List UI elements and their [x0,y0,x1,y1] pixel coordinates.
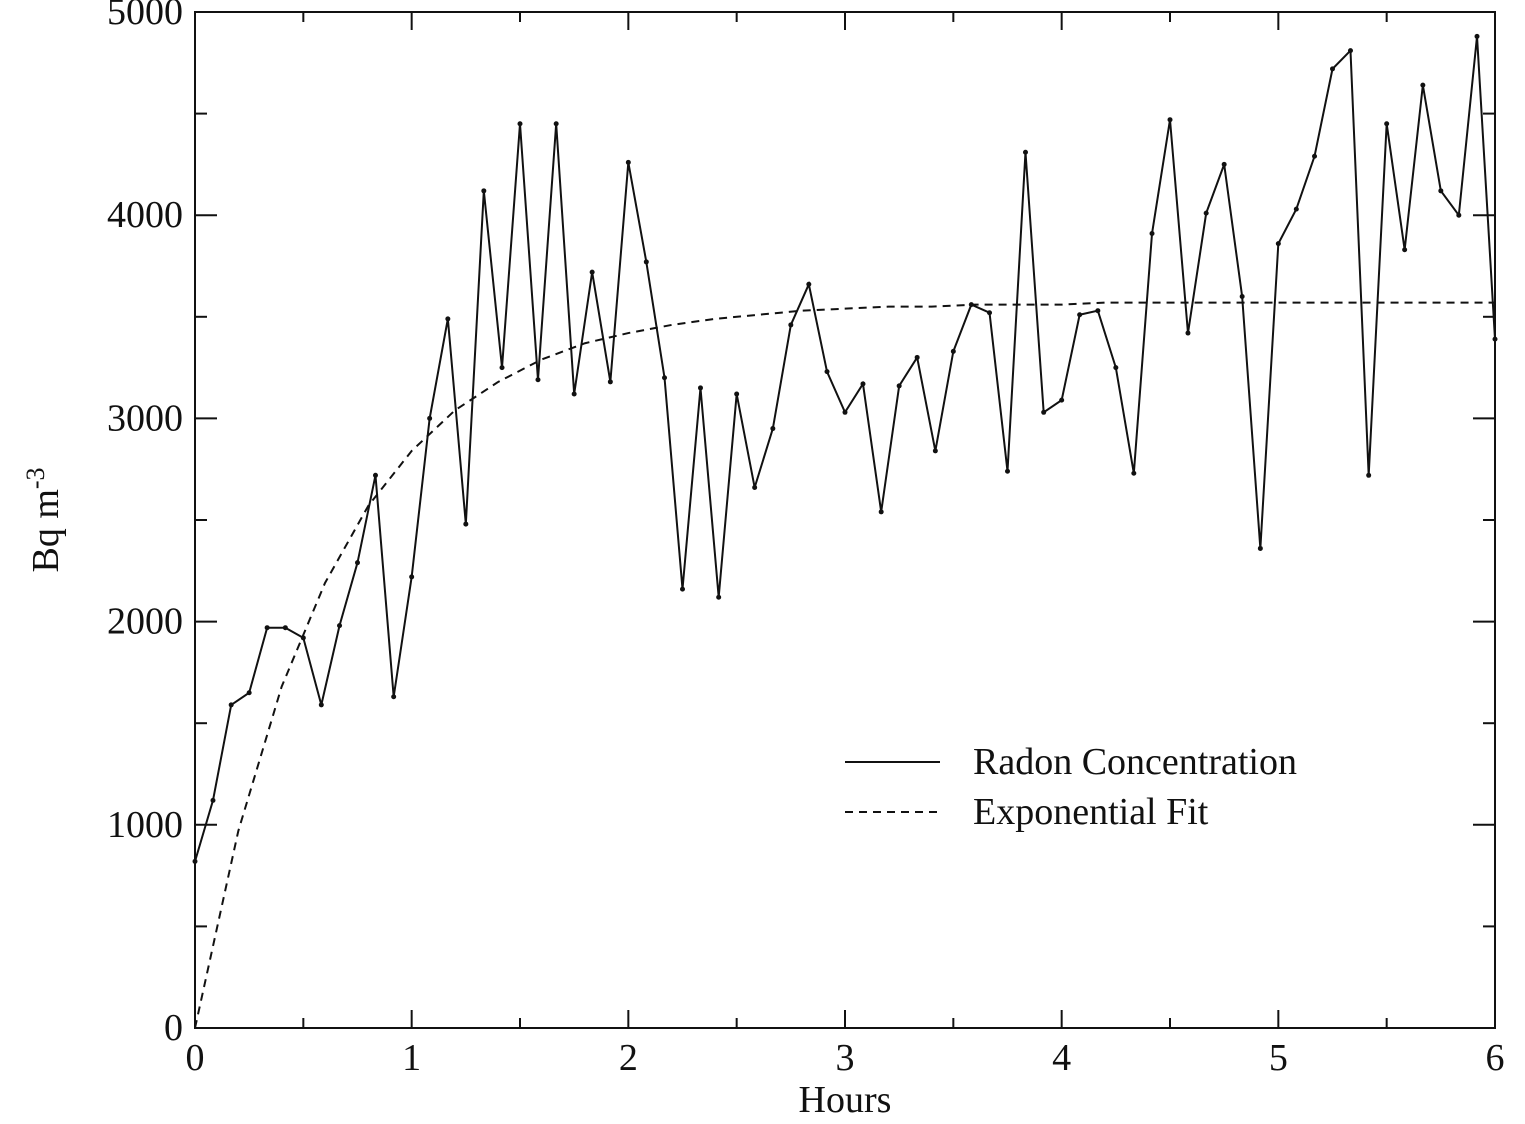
data-point [770,426,776,432]
data-point [1041,409,1047,415]
data-point [607,379,613,385]
data-point [788,322,794,328]
data-point [1203,210,1209,216]
data-point [1456,212,1462,218]
data-point [282,625,288,631]
data-point [1257,545,1263,551]
series-line [194,301,1495,1029]
data-point [1312,153,1318,159]
x-tick-label: 5 [1269,1037,1288,1079]
plot-frame [194,11,1496,1029]
data-point [1492,336,1498,342]
y-tick-label: 1000 [107,804,183,846]
series-line [194,36,1496,862]
data-point [1474,33,1480,39]
data-point [264,625,270,631]
data-point [734,391,740,397]
x-tick-label: 3 [836,1037,855,1079]
data-point [499,365,505,371]
x-tick-label: 0 [186,1037,205,1079]
data-point [1420,82,1426,88]
data-point [210,797,216,803]
data-point [391,694,397,700]
data-point [1131,470,1137,476]
data-point [625,159,631,165]
data-point [860,381,866,387]
data-point [1438,188,1444,194]
data-point [463,521,469,527]
data-point [553,121,559,127]
y-axis-label-superscript: -3 [21,467,50,489]
data-point [914,354,920,360]
data-point [1095,308,1101,314]
data-point [932,448,938,454]
data-point [752,484,758,490]
data-point [1059,397,1065,403]
x-tick-label: 1 [402,1037,421,1079]
data-point [950,348,956,354]
data-point [987,310,993,316]
data-point [1293,206,1299,212]
x-tick-label: 6 [1486,1037,1505,1079]
data-point [445,316,451,322]
y-tick-label: 3000 [107,397,183,439]
y-axis-label: Bq m-3 [21,467,67,572]
data-point [716,594,722,600]
data-point [571,391,577,397]
data-point [662,375,668,381]
data-point [535,377,541,383]
data-point [318,702,324,708]
data-point [1275,241,1281,247]
data-point [1347,48,1353,54]
data-point [372,472,378,478]
data-point [824,369,830,375]
data-point [1384,121,1390,127]
data-point [842,409,848,415]
data-point [680,586,685,592]
data-point [355,560,360,566]
data-point [1077,312,1083,318]
data-point [337,623,343,629]
x-tick-label: 4 [1052,1037,1071,1079]
data-point [1185,330,1191,336]
data-point [228,702,234,708]
data-point [1167,117,1173,123]
x-axis-label: Hours [799,1079,892,1121]
data-point [246,690,252,696]
legend-label: Radon Concentration [973,741,1297,783]
y-tick-label: 5000 [107,0,183,33]
y-tick-label: 0 [164,1007,183,1049]
data-point [589,269,595,275]
y-axis-label-base: Bq m [25,489,67,572]
data-point [1005,468,1010,474]
data-point [1149,230,1155,236]
data-point [1221,161,1227,167]
data-point [517,121,523,127]
data-point [1113,365,1119,371]
data-point [697,385,703,391]
data-point [1239,293,1245,299]
data-point [409,574,415,580]
data-point [1022,149,1028,155]
legend-label: Exponential Fit [973,791,1209,833]
data-point [806,281,812,287]
data-point [1402,247,1408,253]
data-point [427,415,433,421]
y-tick-label: 4000 [107,194,183,236]
data-point [192,858,198,864]
x-tick-label: 2 [619,1037,638,1079]
data-point [896,383,902,389]
y-tick-label: 2000 [107,601,183,643]
data-point [1366,472,1372,478]
data-point [481,188,487,194]
data-point [1330,66,1335,72]
data-point [878,509,884,515]
data-point [643,259,649,265]
